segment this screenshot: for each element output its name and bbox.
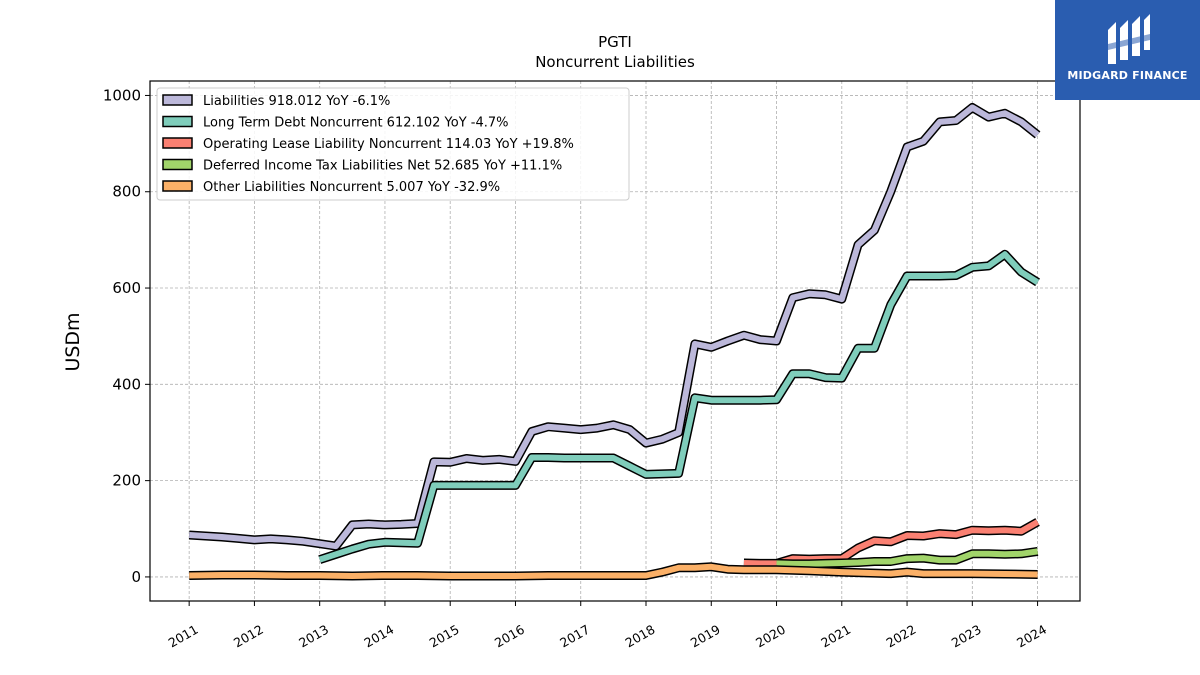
x-tick-label: 2014 xyxy=(361,622,396,651)
x-tick-label: 2012 xyxy=(231,622,266,651)
x-tick-label: 2022 xyxy=(884,622,919,651)
legend: Liabilities 918.012 YoY -6.1% Long Term D… xyxy=(156,87,630,201)
legend-label: Deferred Income Tax Liabilities Net 52.6… xyxy=(203,159,562,174)
series-line xyxy=(189,104,1040,550)
series-line xyxy=(743,519,1040,567)
legend-label: Long Term Debt Noncurrent 612.102 YoY -4… xyxy=(203,116,509,131)
legend-label: Operating Lease Liability Noncurrent 114… xyxy=(203,137,574,152)
legend-box xyxy=(156,87,630,201)
x-tick-label: 2020 xyxy=(753,622,788,651)
series-line xyxy=(776,548,1039,567)
legend-label: Other Liabilities Noncurrent 5.007 YoY -… xyxy=(203,180,500,195)
series-line xyxy=(189,563,1038,579)
series-line xyxy=(318,251,1040,563)
y-tick-label: 800 xyxy=(112,183,141,201)
legend-swatch xyxy=(162,158,193,171)
x-tick-label: 2021 xyxy=(818,622,853,651)
brand-logo: MIDGARD FINANCE xyxy=(1055,0,1200,100)
x-tick-label: 2013 xyxy=(296,622,331,651)
x-tick-label: 2019 xyxy=(688,622,723,651)
legend-label: Liabilities 918.012 YoY -6.1% xyxy=(203,94,390,109)
series-lines xyxy=(188,103,1041,581)
legend-swatch xyxy=(162,180,193,192)
legend-swatch xyxy=(162,115,193,128)
x-tick-label: 2018 xyxy=(622,622,657,651)
y-tick-label: 200 xyxy=(112,472,141,490)
chart-subtitle: Noncurrent Liabilities xyxy=(535,53,695,71)
brand-name: MIDGARD FINANCE xyxy=(1067,69,1188,82)
y-tick-label: 1000 xyxy=(103,86,141,104)
chart-title: PGTI xyxy=(598,33,632,51)
x-tick-label: 2016 xyxy=(492,622,527,651)
plot-frame xyxy=(149,80,1081,602)
midgard-logo-icon xyxy=(1108,14,1150,64)
y-tick-label: 600 xyxy=(112,279,141,297)
legend-swatch xyxy=(162,137,193,149)
y-tick-label: 400 xyxy=(112,375,141,393)
y-axis-label: USDm xyxy=(62,312,84,371)
x-tick-label: 2015 xyxy=(427,622,462,651)
x-tick-label: 2011 xyxy=(166,622,201,651)
x-tick-label: 2024 xyxy=(1014,622,1049,651)
legend-swatch xyxy=(162,94,193,106)
x-tick-label: 2023 xyxy=(949,622,984,651)
y-tick-label: 0 xyxy=(131,568,141,586)
x-tick-label: 2017 xyxy=(557,622,592,651)
